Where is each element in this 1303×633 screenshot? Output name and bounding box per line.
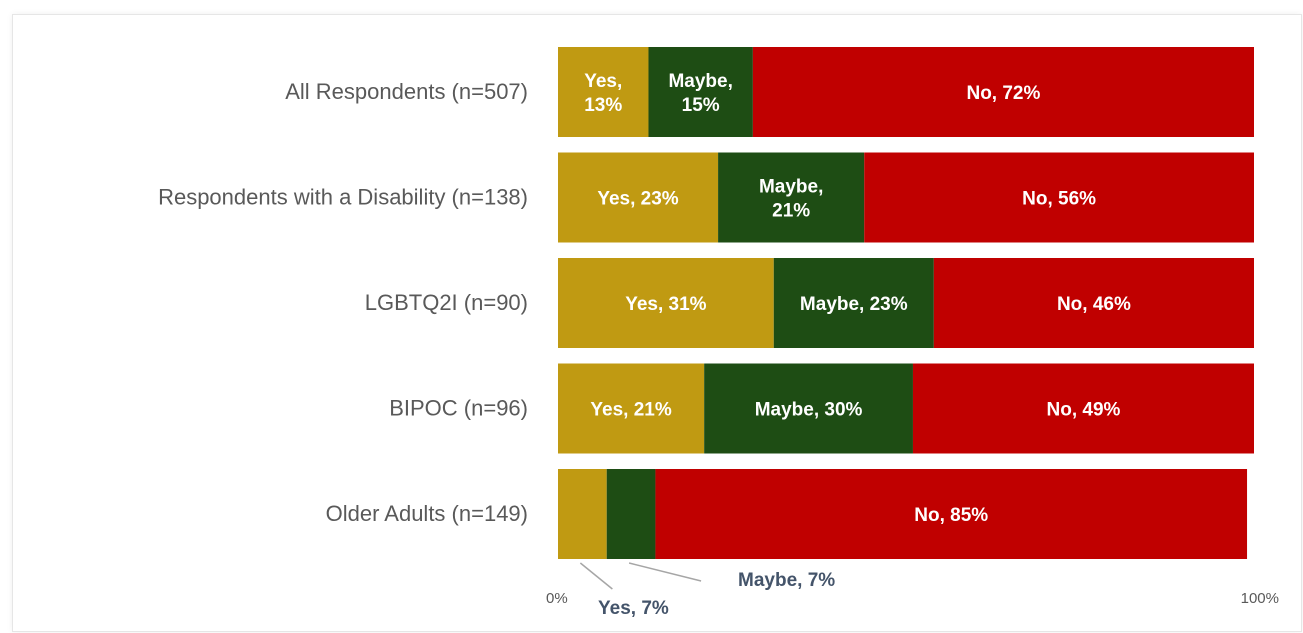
data-label-no: No, 46% bbox=[1057, 294, 1131, 315]
callout-label: Maybe, 7% bbox=[738, 570, 835, 591]
data-label-no: No, 85% bbox=[914, 505, 988, 526]
data-label-no: No, 56% bbox=[1022, 189, 1096, 210]
bar-segment-maybe bbox=[704, 363, 913, 454]
bar-segment-maybe bbox=[606, 469, 656, 559]
data-label-maybe: Maybe, 23% bbox=[800, 294, 908, 315]
data-label-maybe: Maybe, 15% bbox=[668, 71, 732, 116]
data-label-no: No, 72% bbox=[966, 83, 1040, 104]
bar-segment-yes bbox=[558, 47, 649, 137]
category-label: All Respondents (n=507) bbox=[285, 79, 528, 104]
bar-segment-yes bbox=[558, 363, 705, 454]
bar-segment-maybe bbox=[718, 152, 865, 243]
category-label: LGBTQ2I (n=90) bbox=[365, 290, 528, 315]
category-label: Respondents with a Disability (n=138) bbox=[158, 185, 528, 210]
data-label-no: No, 49% bbox=[1047, 400, 1121, 421]
callout-label: Yes, 7% bbox=[598, 598, 669, 619]
bar-segment-no bbox=[912, 363, 1254, 454]
x-tick-label: 100% bbox=[1241, 590, 1279, 607]
data-label-yes: Yes, 13% bbox=[584, 71, 622, 116]
data-label-maybe: Maybe, 30% bbox=[755, 400, 863, 421]
bar-segment-no bbox=[864, 152, 1254, 243]
bar-segment-no bbox=[933, 258, 1254, 348]
bar-segment-maybe bbox=[773, 258, 934, 348]
callout-leader-line bbox=[628, 562, 702, 582]
bar-segment-no bbox=[752, 47, 1254, 137]
data-label-yes: Yes, 23% bbox=[597, 189, 678, 210]
bar-segment-yes bbox=[558, 469, 607, 559]
bar-segment-yes bbox=[558, 152, 719, 243]
category-label: BIPOC (n=96) bbox=[389, 396, 528, 421]
labels-group: All Respondents (n=507) Yes, 13% Maybe, 15% N… bbox=[158, 71, 1279, 619]
bars-group bbox=[558, 47, 1254, 559]
bar-segment-maybe bbox=[648, 47, 753, 137]
bar-segment-yes bbox=[558, 258, 774, 348]
callout-leader-line bbox=[579, 562, 613, 590]
data-label-maybe: Maybe, 21% bbox=[759, 177, 823, 222]
data-label-yes: Yes, 31% bbox=[625, 294, 706, 315]
x-tick-label: 0% bbox=[546, 590, 568, 607]
bar-segment-no bbox=[655, 469, 1248, 559]
data-label-yes: Yes, 21% bbox=[590, 400, 671, 421]
category-label: Older Adults (n=149) bbox=[326, 501, 528, 526]
